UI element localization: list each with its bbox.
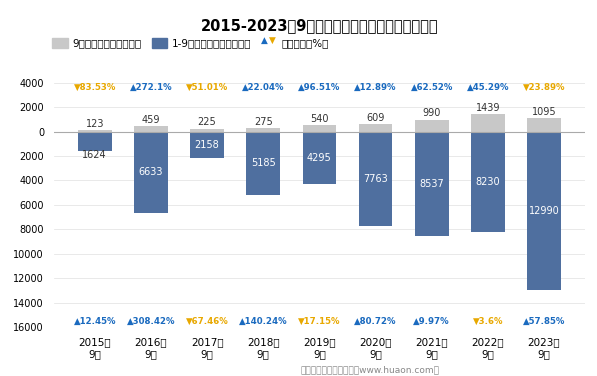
Text: ▲272.1%: ▲272.1% xyxy=(130,82,172,91)
Bar xyxy=(527,132,561,290)
Text: 12990: 12990 xyxy=(529,206,559,216)
Legend: 9月期货成交量（万手）, 1-9月期货成交量（万手）, 同比增长（%）: 9月期货成交量（万手）, 1-9月期货成交量（万手）, 同比增长（%） xyxy=(48,34,333,53)
Text: ▼23.89%: ▼23.89% xyxy=(523,82,565,91)
Text: ▼67.46%: ▼67.46% xyxy=(186,317,229,326)
Bar xyxy=(78,130,112,132)
Bar xyxy=(190,132,224,158)
Bar xyxy=(359,132,392,226)
Text: 8537: 8537 xyxy=(419,179,444,189)
Text: ▲12.45%: ▲12.45% xyxy=(73,317,116,326)
Text: ▲62.52%: ▲62.52% xyxy=(411,82,453,91)
Bar xyxy=(78,132,112,152)
Text: 540: 540 xyxy=(310,114,328,124)
Text: 609: 609 xyxy=(367,113,384,123)
Text: ▼51.01%: ▼51.01% xyxy=(186,82,228,91)
Text: 990: 990 xyxy=(423,108,441,118)
Text: ▲308.42%: ▲308.42% xyxy=(127,317,175,326)
Bar xyxy=(247,128,280,132)
Text: ▲80.72%: ▲80.72% xyxy=(354,317,397,326)
Text: 123: 123 xyxy=(85,119,104,129)
Text: 4295: 4295 xyxy=(307,153,332,163)
Bar xyxy=(415,132,448,236)
Text: 5185: 5185 xyxy=(251,158,276,168)
Bar xyxy=(471,114,504,132)
Text: 制图：华经产业研究院（www.huaon.com）: 制图：华经产业研究院（www.huaon.com） xyxy=(301,365,439,374)
Text: 1095: 1095 xyxy=(532,107,556,117)
Text: 1439: 1439 xyxy=(476,103,500,112)
Bar xyxy=(527,118,561,132)
Bar xyxy=(303,132,336,184)
Text: 2158: 2158 xyxy=(195,140,220,150)
Text: 6633: 6633 xyxy=(139,167,163,177)
Text: ▲45.29%: ▲45.29% xyxy=(467,82,509,91)
Text: ▲140.24%: ▲140.24% xyxy=(239,317,288,326)
Text: 225: 225 xyxy=(198,117,217,127)
Text: ▲57.85%: ▲57.85% xyxy=(523,317,565,326)
Text: 459: 459 xyxy=(141,115,160,124)
Text: 275: 275 xyxy=(254,117,273,127)
Bar xyxy=(415,120,448,132)
Text: ▲12.89%: ▲12.89% xyxy=(354,82,397,91)
Text: ▲22.04%: ▲22.04% xyxy=(242,82,285,91)
Bar xyxy=(247,132,280,195)
Text: 1624: 1624 xyxy=(82,150,107,159)
Text: 8230: 8230 xyxy=(476,177,500,187)
Bar xyxy=(359,124,392,132)
Text: ▲96.51%: ▲96.51% xyxy=(298,82,340,91)
Text: ▼83.53%: ▼83.53% xyxy=(73,82,116,91)
Title: 2015-2023年9月郑州商品交易所棉花期货成交量: 2015-2023年9月郑州商品交易所棉花期货成交量 xyxy=(201,18,438,33)
Bar xyxy=(134,126,168,132)
Bar xyxy=(134,132,168,213)
Bar xyxy=(303,125,336,132)
Text: 7763: 7763 xyxy=(363,174,388,184)
Bar xyxy=(471,132,504,232)
Bar xyxy=(190,129,224,132)
Text: ▼3.6%: ▼3.6% xyxy=(473,317,503,326)
Text: ▼17.15%: ▼17.15% xyxy=(298,317,341,326)
Text: ▲9.97%: ▲9.97% xyxy=(413,317,450,326)
